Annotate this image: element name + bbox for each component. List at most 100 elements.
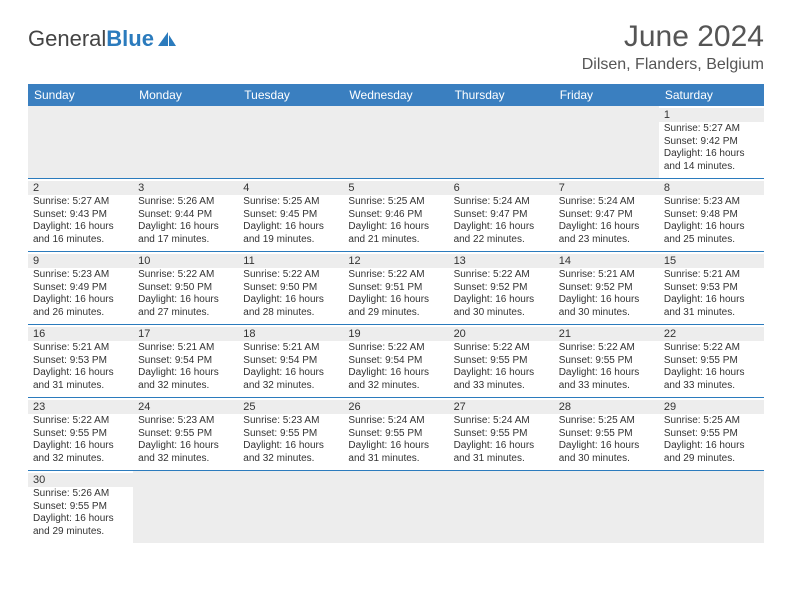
daylight-text: Daylight: 16 hours and 28 minutes. [243,294,338,319]
day-number: 12 [343,254,448,268]
daylight-text: Daylight: 16 hours and 30 minutes. [454,294,549,319]
day-number: 17 [133,327,238,341]
calendar-cell: 25Sunrise: 5:23 AMSunset: 9:55 PMDayligh… [238,398,343,471]
day-number: 6 [449,181,554,195]
daylight-text: Daylight: 16 hours and 31 minutes. [33,367,128,392]
daylight-text: Daylight: 16 hours and 32 minutes. [33,440,128,465]
sunset-text: Sunset: 9:55 PM [348,428,443,441]
sunrise-text: Sunrise: 5:23 AM [664,196,759,209]
calendar-cell: 23Sunrise: 5:22 AMSunset: 9:55 PMDayligh… [28,398,133,471]
sunset-text: Sunset: 9:52 PM [454,282,549,295]
sunrise-text: Sunrise: 5:22 AM [454,342,549,355]
daylight-text: Daylight: 16 hours and 17 minutes. [138,221,233,246]
daylight-text: Daylight: 16 hours and 32 minutes. [348,367,443,392]
calendar-cell: 19Sunrise: 5:22 AMSunset: 9:54 PMDayligh… [343,325,448,398]
calendar-cell: 24Sunrise: 5:23 AMSunset: 9:55 PMDayligh… [133,398,238,471]
calendar-cell [133,106,238,179]
day-number: 27 [449,400,554,414]
day-number: 5 [343,181,448,195]
calendar-cell: 20Sunrise: 5:22 AMSunset: 9:55 PMDayligh… [449,325,554,398]
calendar-week-row: 9Sunrise: 5:23 AMSunset: 9:49 PMDaylight… [28,252,764,325]
daylight-text: Daylight: 16 hours and 31 minutes. [454,440,549,465]
sunrise-text: Sunrise: 5:24 AM [348,415,443,428]
brand-part2: Blue [106,26,154,52]
weekday-header: Thursday [449,84,554,106]
sunrise-text: Sunrise: 5:25 AM [348,196,443,209]
day-number: 4 [238,181,343,195]
daylight-text: Daylight: 16 hours and 25 minutes. [664,221,759,246]
calendar-cell: 5Sunrise: 5:25 AMSunset: 9:46 PMDaylight… [343,179,448,252]
sunset-text: Sunset: 9:55 PM [559,355,654,368]
weekday-header: Tuesday [238,84,343,106]
sunset-text: Sunset: 9:55 PM [454,428,549,441]
calendar-cell: 6Sunrise: 5:24 AMSunset: 9:47 PMDaylight… [449,179,554,252]
sunset-text: Sunset: 9:51 PM [348,282,443,295]
daylight-text: Daylight: 16 hours and 29 minutes. [348,294,443,319]
daylight-text: Daylight: 16 hours and 33 minutes. [664,367,759,392]
daylight-text: Daylight: 16 hours and 14 minutes. [664,148,759,173]
sunset-text: Sunset: 9:47 PM [559,209,654,222]
sunset-text: Sunset: 9:53 PM [664,282,759,295]
calendar-cell: 10Sunrise: 5:22 AMSunset: 9:50 PMDayligh… [133,252,238,325]
sunset-text: Sunset: 9:54 PM [243,355,338,368]
weekday-header: Wednesday [343,84,448,106]
sunrise-text: Sunrise: 5:23 AM [33,269,128,282]
calendar-cell [28,106,133,179]
sunset-text: Sunset: 9:47 PM [454,209,549,222]
header: GeneralBlue June 2024 Dilsen, Flanders, … [28,20,764,74]
brand-part1: General [28,26,106,52]
sunset-text: Sunset: 9:50 PM [243,282,338,295]
daylight-text: Daylight: 16 hours and 27 minutes. [138,294,233,319]
daylight-text: Daylight: 16 hours and 30 minutes. [559,440,654,465]
sunset-text: Sunset: 9:55 PM [559,428,654,441]
sunset-text: Sunset: 9:46 PM [348,209,443,222]
daylight-text: Daylight: 16 hours and 29 minutes. [664,440,759,465]
day-number: 13 [449,254,554,268]
day-number: 24 [133,400,238,414]
calendar-cell [554,106,659,179]
sunrise-text: Sunrise: 5:22 AM [348,269,443,282]
daylight-text: Daylight: 16 hours and 32 minutes. [243,367,338,392]
sunset-text: Sunset: 9:55 PM [138,428,233,441]
sail-icon [156,30,178,48]
calendar-cell: 1Sunrise: 5:27 AMSunset: 9:42 PMDaylight… [659,106,764,179]
sunrise-text: Sunrise: 5:23 AM [138,415,233,428]
sunrise-text: Sunrise: 5:22 AM [33,415,128,428]
calendar-cell: 17Sunrise: 5:21 AMSunset: 9:54 PMDayligh… [133,325,238,398]
weekday-header: Sunday [28,84,133,106]
day-number: 25 [238,400,343,414]
calendar-cell: 30Sunrise: 5:26 AMSunset: 9:55 PMDayligh… [28,471,133,544]
sunrise-text: Sunrise: 5:26 AM [138,196,233,209]
day-number: 28 [554,400,659,414]
calendar-cell [343,471,448,544]
sunrise-text: Sunrise: 5:27 AM [664,123,759,136]
daylight-text: Daylight: 16 hours and 31 minutes. [664,294,759,319]
calendar-cell: 18Sunrise: 5:21 AMSunset: 9:54 PMDayligh… [238,325,343,398]
day-number: 16 [28,327,133,341]
calendar-cell: 11Sunrise: 5:22 AMSunset: 9:50 PMDayligh… [238,252,343,325]
calendar-cell: 4Sunrise: 5:25 AMSunset: 9:45 PMDaylight… [238,179,343,252]
day-number: 23 [28,400,133,414]
sunset-text: Sunset: 9:53 PM [33,355,128,368]
calendar-cell: 2Sunrise: 5:27 AMSunset: 9:43 PMDaylight… [28,179,133,252]
sunrise-text: Sunrise: 5:21 AM [138,342,233,355]
sunrise-text: Sunrise: 5:21 AM [664,269,759,282]
calendar-cell: 12Sunrise: 5:22 AMSunset: 9:51 PMDayligh… [343,252,448,325]
calendar-cell [133,471,238,544]
calendar-week-row: 2Sunrise: 5:27 AMSunset: 9:43 PMDaylight… [28,179,764,252]
calendar-cell: 22Sunrise: 5:22 AMSunset: 9:55 PMDayligh… [659,325,764,398]
sunset-text: Sunset: 9:50 PM [138,282,233,295]
sunset-text: Sunset: 9:55 PM [243,428,338,441]
sunrise-text: Sunrise: 5:23 AM [243,415,338,428]
sunrise-text: Sunrise: 5:22 AM [454,269,549,282]
sunrise-text: Sunrise: 5:24 AM [559,196,654,209]
calendar-cell [449,106,554,179]
calendar-cell [343,106,448,179]
calendar-cell: 14Sunrise: 5:21 AMSunset: 9:52 PMDayligh… [554,252,659,325]
sunset-text: Sunset: 9:55 PM [664,428,759,441]
day-number: 14 [554,254,659,268]
day-number: 7 [554,181,659,195]
weekday-header-row: Sunday Monday Tuesday Wednesday Thursday… [28,84,764,106]
month-title: June 2024 [582,20,764,54]
day-number: 18 [238,327,343,341]
